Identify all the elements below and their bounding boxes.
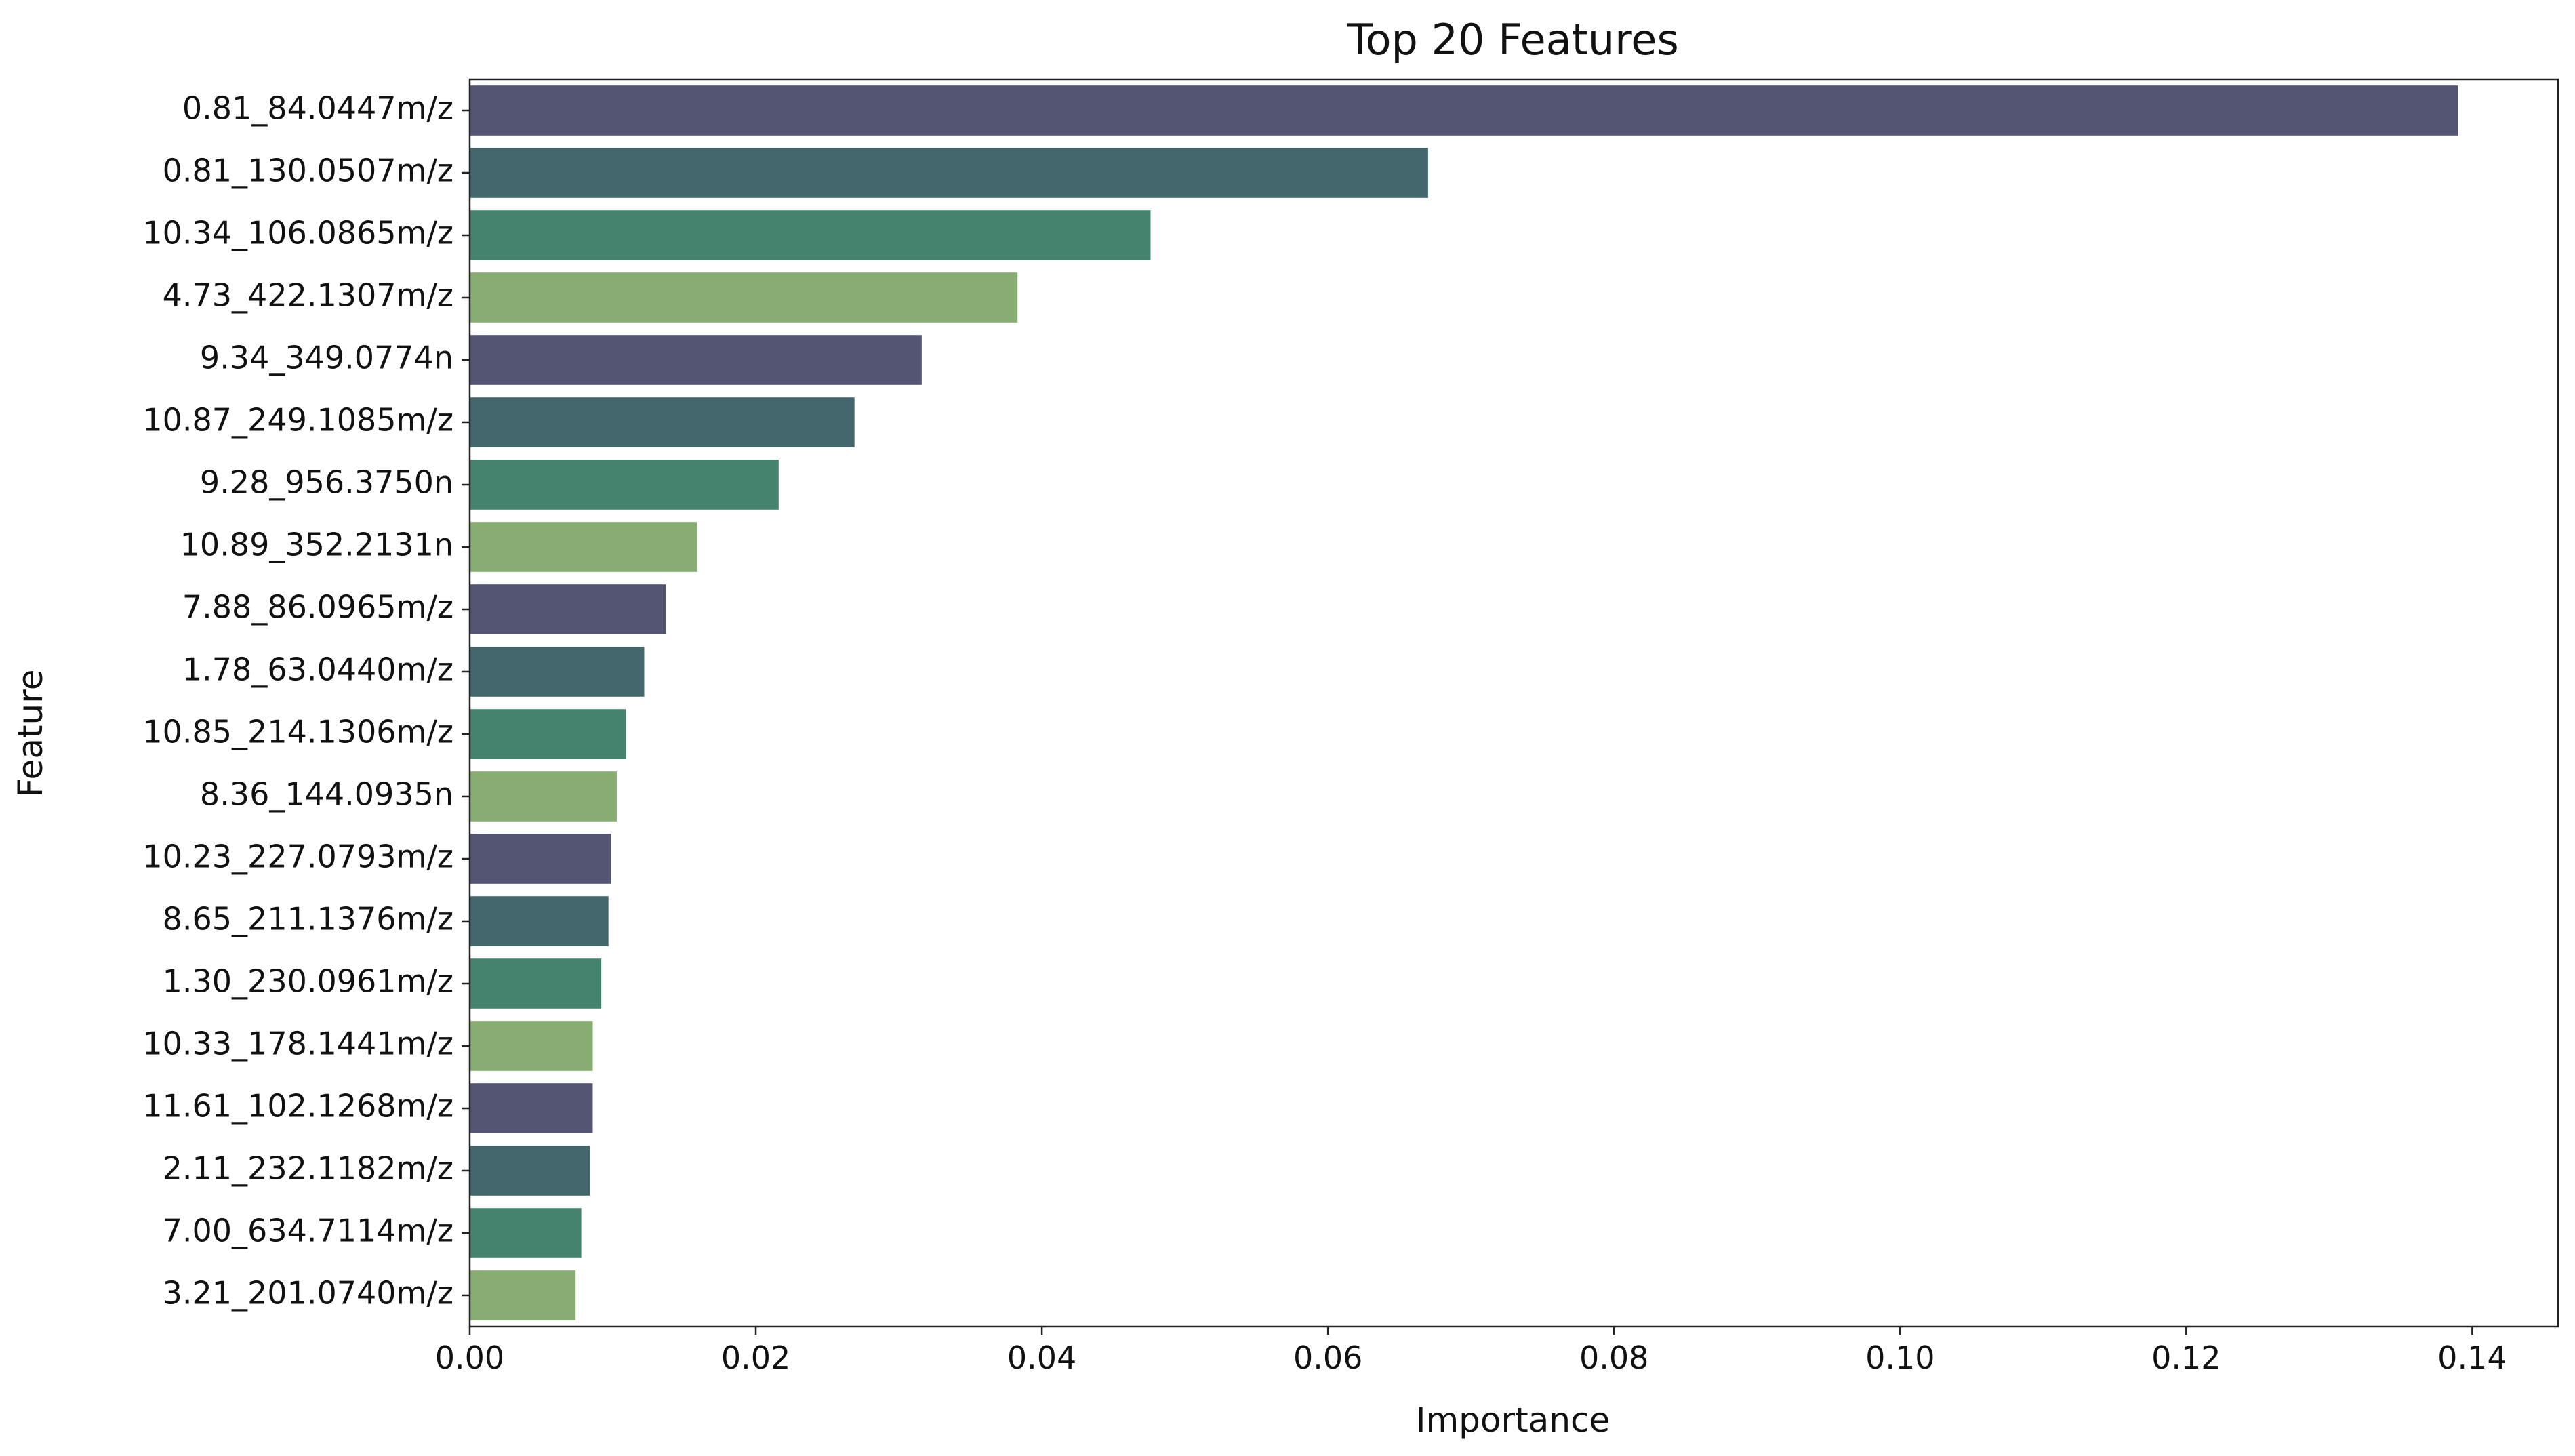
bar-19 (470, 1208, 582, 1258)
y-tick-label-1: 0.81_84.0447m/z (182, 90, 453, 127)
y-tick-label-11: 10.85_214.1306m/z (142, 714, 453, 750)
y-tick-label-8: 10.89_352.2131n (180, 527, 453, 563)
x-tick-label-4: 0.06 (1293, 1339, 1362, 1376)
bar-11 (470, 709, 626, 759)
y-tick-label-10: 1.78_63.0440m/z (182, 651, 453, 688)
x-ticks-group: 0.00 0.02 0.04 0.06 0.08 0.10 0.12 0.14 (435, 1327, 2507, 1376)
y-tick-label-18: 2.11_232.1182m/z (163, 1150, 453, 1187)
y-tick-label-17: 11.61_102.1268m/z (142, 1088, 453, 1125)
x-tick-label-7: 0.12 (2151, 1339, 2221, 1376)
bar-6 (470, 397, 855, 447)
bar-9 (470, 584, 666, 634)
bar-4 (470, 272, 1018, 323)
bar-10 (470, 647, 645, 697)
y-axis-title: Feature (11, 670, 50, 798)
y-tick-label-3: 10.34_106.0865m/z (142, 215, 453, 251)
y-tick-label-7: 9.28_956.3750n (200, 464, 453, 501)
y-tick-label-6: 10.87_249.1085m/z (142, 402, 453, 439)
x-tick-label-5: 0.08 (1579, 1339, 1648, 1376)
y-tick-label-12: 8.36_144.0935n (200, 776, 453, 813)
y-tick-label-19: 7.00_634.7114m/z (163, 1213, 453, 1249)
bar-13 (470, 834, 611, 884)
x-tick-label-8: 0.14 (2437, 1339, 2507, 1376)
x-tick-label-3: 0.04 (1007, 1339, 1076, 1376)
x-tick-label-1: 0.00 (435, 1339, 504, 1376)
y-tick-label-16: 10.33_178.1441m/z (142, 1026, 453, 1062)
bars-group (470, 85, 2458, 1320)
x-axis-title: Importance (1416, 1400, 1610, 1440)
bar-8 (470, 522, 697, 572)
bar-14 (470, 896, 609, 946)
bar-2 (470, 148, 1428, 198)
y-tick-label-15: 1.30_230.0961m/z (163, 963, 453, 1000)
y-tick-label-20: 3.21_201.0740m/z (163, 1275, 453, 1312)
bar-12 (470, 771, 617, 822)
bar-15 (470, 958, 602, 1009)
bar-1 (470, 85, 2458, 136)
x-tick-label-6: 0.10 (1865, 1339, 1934, 1376)
bar-20 (470, 1270, 576, 1320)
bar-16 (470, 1021, 593, 1071)
bar-5 (470, 335, 922, 385)
y-tick-label-14: 8.65_211.1376m/z (163, 901, 453, 937)
chart-title: Top 20 Features (1346, 15, 1679, 64)
y-tick-labels: 0.81_84.0447m/z 0.81_130.0507m/z 10.34_106… (142, 90, 470, 1312)
y-tick-label-9: 7.88_86.0965m/z (182, 589, 453, 626)
bar-18 (470, 1146, 590, 1196)
x-tick-label-2: 0.02 (721, 1339, 790, 1376)
bar-7 (470, 460, 779, 510)
y-tick-label-2: 0.81_130.0507m/z (163, 153, 453, 189)
y-tick-label-5: 9.34_349.0774n (200, 340, 453, 376)
y-tick-label-13: 10.23_227.0793m/z (142, 838, 453, 875)
bar-17 (470, 1083, 593, 1133)
plot-frame (468, 78, 2559, 1328)
y-tick-label-4: 4.73_422.1307m/z (163, 277, 453, 314)
bar-3 (470, 210, 1151, 260)
